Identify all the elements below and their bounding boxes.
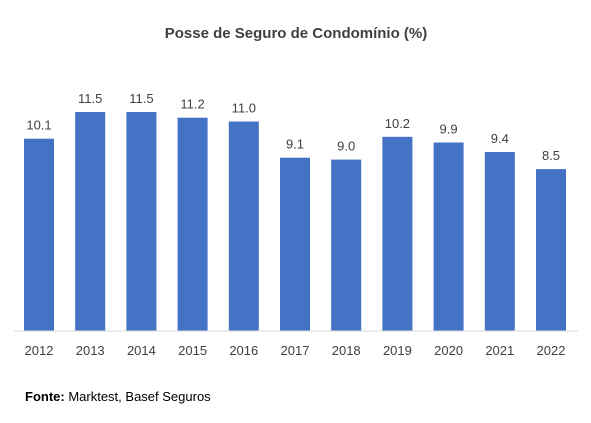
x-tick-label-2019: 2019 <box>383 343 412 358</box>
value-labels-layer: 10.1 11.5 11.5 11.2 11.0 9.1 9.0 10.2 9.9 9.4 8.5 <box>26 91 560 163</box>
source-label: Fonte: <box>25 389 65 404</box>
x-tick-label-2017: 2017 <box>281 343 310 358</box>
x-tick-label-2016: 2016 <box>229 343 258 358</box>
bar-2020 <box>433 142 464 331</box>
x-tick-label-2012: 2012 <box>25 343 54 358</box>
value-label-2015: 11.2 <box>180 97 204 112</box>
bar-2014 <box>126 112 157 331</box>
value-label-2018: 9.0 <box>337 139 355 154</box>
source-text: Marktest, Basef Seguros <box>64 389 211 404</box>
bars-layer <box>24 112 566 331</box>
bar-2019 <box>382 136 413 331</box>
x-tick-label-2020: 2020 <box>434 343 463 358</box>
bar-2022 <box>536 169 566 331</box>
value-label-2013: 11.5 <box>78 91 102 106</box>
source-note: Fonte: Marktest, Basef Seguros <box>25 389 211 404</box>
value-label-2014: 11.5 <box>129 91 153 106</box>
x-tick-label-2013: 2013 <box>76 343 105 358</box>
bar-2016 <box>228 121 259 331</box>
bar-2017 <box>280 157 310 331</box>
value-label-2020: 9.9 <box>440 122 458 137</box>
bar-2012 <box>24 138 54 331</box>
x-tick-label-2018: 2018 <box>332 343 361 358</box>
x-tick-label-2022: 2022 <box>537 343 566 358</box>
x-tick-label-2021: 2021 <box>485 343 514 358</box>
bar-2018 <box>331 159 362 331</box>
chart-title: Posse de Seguro de Condomínio (%) <box>165 25 428 42</box>
value-label-2021: 9.4 <box>491 131 509 146</box>
bar-2021 <box>484 152 515 331</box>
value-label-2012: 10.1 <box>26 118 51 133</box>
bar-2013 <box>75 112 106 331</box>
tick-labels-layer: 2012 2013 2014 2015 2016 2017 2018 2019 2020 2021… <box>25 343 566 358</box>
value-label-2019: 10.2 <box>385 116 410 131</box>
value-label-2016: 11.0 <box>232 101 256 116</box>
value-label-2017: 9.1 <box>286 137 304 152</box>
value-label-2022: 8.5 <box>542 148 560 163</box>
bar-2015 <box>177 117 208 331</box>
x-tick-label-2014: 2014 <box>127 343 156 358</box>
x-tick-label-2015: 2015 <box>178 343 207 358</box>
